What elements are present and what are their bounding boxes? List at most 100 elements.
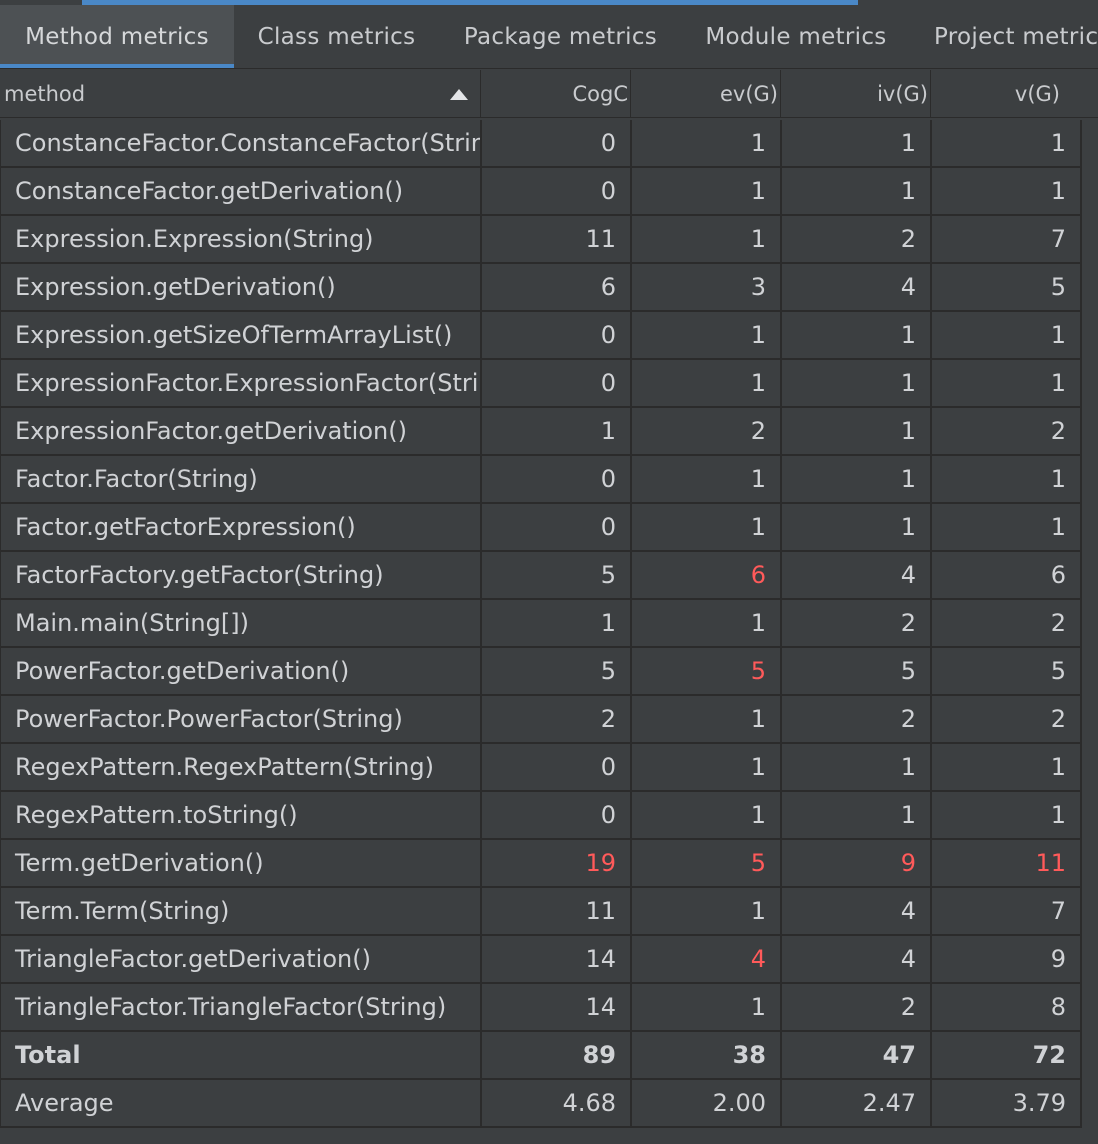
cell-cogc: 19 xyxy=(482,840,632,886)
table-row[interactable]: Main.main(String[]) 1 1 2 2 xyxy=(1,600,1082,648)
cell-vg: 5 xyxy=(932,648,1082,694)
cell-evg: 1 xyxy=(632,360,782,406)
cell-ivg: 1 xyxy=(782,744,932,790)
cell-method: Factor.Factor(String) xyxy=(1,456,482,502)
table-row[interactable]: Factor.getFactorExpression() 0 1 1 1 xyxy=(1,504,1082,552)
cell-method: TriangleFactor.TriangleFactor(String) xyxy=(1,984,482,1030)
cell-ivg: 1 xyxy=(782,504,932,550)
cell-ivg: 2 xyxy=(782,216,932,262)
cell-ivg: 4 xyxy=(782,552,932,598)
cell-cogc: 0 xyxy=(482,168,632,214)
cell-vg: 1 xyxy=(932,504,1082,550)
cell-vg: 1 xyxy=(932,168,1082,214)
cell-evg: 1 xyxy=(632,216,782,262)
cell-method: TriangleFactor.getDerivation() xyxy=(1,936,482,982)
cell-method: Average xyxy=(1,1080,482,1126)
cell-vg: 1 xyxy=(932,744,1082,790)
table-row[interactable]: ExpressionFactor.getDerivation() 1 2 1 2 xyxy=(1,408,1082,456)
table-row[interactable]: ExpressionFactor.ExpressionFactor(String… xyxy=(1,360,1082,408)
table-row[interactable]: Expression.getDerivation() 6 3 4 5 xyxy=(1,264,1082,312)
cell-method: ConstanceFactor.getDerivation() xyxy=(1,168,482,214)
table-row[interactable]: TriangleFactor.TriangleFactor(String) 14 1… xyxy=(1,984,1082,1032)
table-row[interactable]: Expression.Expression(String) 11 1 2 7 xyxy=(1,216,1082,264)
metrics-table: method CogC ev(G) iv(G) v(G) ConstanceFa… xyxy=(0,70,1098,1144)
tab-package-metrics[interactable]: Package metrics xyxy=(463,24,658,50)
table-row[interactable]: Expression.getSizeOfTermArrayList() 0 1 1 1 xyxy=(1,312,1082,360)
cell-method: Main.main(String[]) xyxy=(1,600,482,646)
total-row[interactable]: Total 89 38 47 72 xyxy=(1,1032,1082,1080)
cell-vg: 5 xyxy=(932,264,1082,310)
cell-method: ExpressionFactor.getDerivation() xyxy=(1,408,482,454)
average-row[interactable]: Average 4.68 2.00 2.47 3.79 xyxy=(1,1080,1082,1128)
cell-method: ConstanceFactor.ConstanceFactor(String) xyxy=(1,120,482,166)
cell-evg: 1 xyxy=(632,120,782,166)
tab-class-metrics[interactable]: Class metrics xyxy=(257,24,416,50)
vertical-scrollbar[interactable] xyxy=(1082,120,1098,1144)
table-row[interactable]: Factor.Factor(String) 0 1 1 1 xyxy=(1,456,1082,504)
cell-ivg: 9 xyxy=(782,840,932,886)
cell-evg: 1 xyxy=(632,600,782,646)
cell-method: RegexPattern.RegexPattern(String) xyxy=(1,744,482,790)
cell-vg: 11 xyxy=(932,840,1082,886)
cell-cogc: 6 xyxy=(482,264,632,310)
cell-vg: 3.79 xyxy=(932,1080,1082,1126)
cell-cogc: 0 xyxy=(482,744,632,790)
tab-module-metrics[interactable]: Module metrics xyxy=(705,24,887,50)
cell-ivg: 2 xyxy=(782,696,932,742)
cell-evg: 3 xyxy=(632,264,782,310)
cell-vg: 7 xyxy=(932,216,1082,262)
cell-vg: 1 xyxy=(932,456,1082,502)
table-row[interactable]: TriangleFactor.getDerivation() 14 4 4 9 xyxy=(1,936,1082,984)
cell-method: Term.getDerivation() xyxy=(1,840,482,886)
cell-method: Factor.getFactorExpression() xyxy=(1,504,482,550)
cell-ivg: 4 xyxy=(782,264,932,310)
cell-method: RegexPattern.toString() xyxy=(1,792,482,838)
table-row[interactable]: Term.Term(String) 11 1 4 7 xyxy=(1,888,1082,936)
table-row[interactable]: FactorFactory.getFactor(String) 5 6 4 6 xyxy=(1,552,1082,600)
table-row[interactable]: ConstanceFactor.ConstanceFactor(String) 0… xyxy=(1,120,1082,168)
cell-ivg: 1 xyxy=(782,168,932,214)
table-row[interactable]: RegexPattern.toString() 0 1 1 1 xyxy=(1,792,1082,840)
cell-evg: 1 xyxy=(632,168,782,214)
column-header-ivg[interactable]: iv(G) xyxy=(781,70,931,118)
cell-vg: 1 xyxy=(932,312,1082,358)
column-header-cogc[interactable]: CogC xyxy=(481,70,631,118)
column-header-method[interactable]: method xyxy=(0,70,481,118)
cell-evg: 1 xyxy=(632,888,782,934)
table-row[interactable]: PowerFactor.getDerivation() 5 5 5 5 xyxy=(1,648,1082,696)
table-header: method CogC ev(G) iv(G) v(G) xyxy=(0,70,1098,118)
cell-ivg: 2 xyxy=(782,984,932,1030)
column-header-evg[interactable]: ev(G) xyxy=(631,70,781,118)
cell-cogc: 11 xyxy=(482,216,632,262)
cell-method: Total xyxy=(1,1032,482,1078)
top-accent-bar xyxy=(82,0,858,5)
cell-cogc: 14 xyxy=(482,984,632,1030)
cell-evg: 1 xyxy=(632,456,782,502)
tab-project-metrics[interactable]: Project metric xyxy=(934,24,1098,50)
table-row[interactable]: PowerFactor.PowerFactor(String) 2 1 2 2 xyxy=(1,696,1082,744)
cell-ivg: 1 xyxy=(782,792,932,838)
tab-method-metrics[interactable]: Method metrics xyxy=(0,5,234,68)
cell-ivg: 4 xyxy=(782,936,932,982)
column-header-method-label: method xyxy=(4,82,86,106)
cell-ivg: 4 xyxy=(782,888,932,934)
cell-cogc: 0 xyxy=(482,360,632,406)
table-row[interactable]: RegexPattern.RegexPattern(String) 0 1 1 1 xyxy=(1,744,1082,792)
cell-method: FactorFactory.getFactor(String) xyxy=(1,552,482,598)
table-row[interactable]: Term.getDerivation() 19 5 9 11 xyxy=(1,840,1082,888)
cell-evg: 1 xyxy=(632,504,782,550)
cell-cogc: 0 xyxy=(482,792,632,838)
cell-ivg: 1 xyxy=(782,456,932,502)
table-row[interactable]: ConstanceFactor.getDerivation() 0 1 1 1 xyxy=(1,168,1082,216)
cell-vg: 7 xyxy=(932,888,1082,934)
cell-vg: 1 xyxy=(932,792,1082,838)
cell-ivg: 1 xyxy=(782,360,932,406)
cell-cogc: 14 xyxy=(482,936,632,982)
cell-vg: 8 xyxy=(932,984,1082,1030)
cell-evg: 5 xyxy=(632,648,782,694)
cell-evg: 1 xyxy=(632,792,782,838)
cell-cogc: 2 xyxy=(482,696,632,742)
cell-ivg: 2 xyxy=(782,600,932,646)
cell-method: PowerFactor.getDerivation() xyxy=(1,648,482,694)
column-header-vg[interactable]: v(G) xyxy=(1014,82,1060,106)
